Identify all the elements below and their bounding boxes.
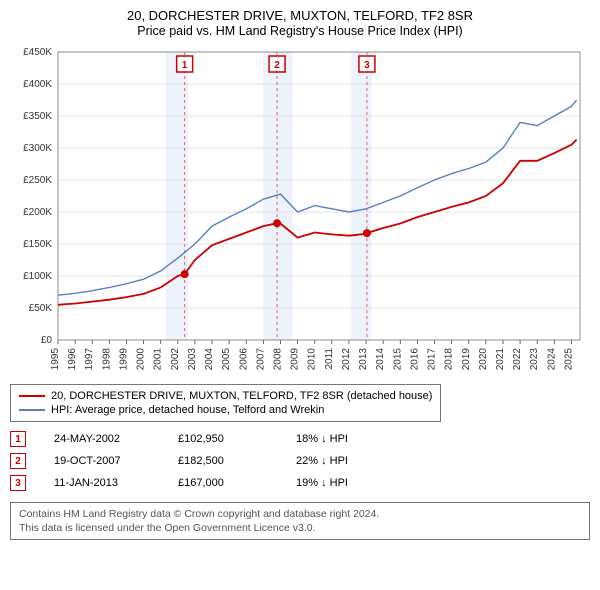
chart-title: 20, DORCHESTER DRIVE, MUXTON, TELFORD, T… bbox=[10, 8, 590, 23]
sale-markers-table: 1 24-MAY-2002 £102,950 18% ↓ HPI 2 19-OCT-200… bbox=[10, 428, 590, 494]
svg-text:2019: 2019 bbox=[461, 348, 472, 371]
sale-date: 19-OCT-2007 bbox=[54, 455, 150, 467]
svg-text:£100K: £100K bbox=[23, 271, 52, 282]
svg-text:2006: 2006 bbox=[238, 348, 249, 371]
svg-text:2014: 2014 bbox=[375, 348, 386, 371]
svg-text:1995: 1995 bbox=[50, 348, 61, 371]
svg-text:2005: 2005 bbox=[221, 348, 232, 371]
svg-text:2022: 2022 bbox=[512, 348, 523, 371]
svg-text:1: 1 bbox=[182, 60, 188, 71]
svg-text:2010: 2010 bbox=[307, 348, 318, 371]
svg-text:2004: 2004 bbox=[204, 348, 215, 371]
svg-text:2020: 2020 bbox=[478, 348, 489, 371]
footer-line-1: Contains HM Land Registry data © Crown c… bbox=[19, 507, 581, 521]
sale-marker-badge: 2 bbox=[10, 453, 26, 469]
legend-swatch bbox=[19, 409, 45, 411]
sale-marker-row: 2 19-OCT-2007 £182,500 22% ↓ HPI bbox=[10, 450, 590, 472]
sale-date: 24-MAY-2002 bbox=[54, 433, 150, 445]
legend-item-hpi: HPI: Average price, detached house, Telf… bbox=[19, 403, 432, 417]
chart-container: 20, DORCHESTER DRIVE, MUXTON, TELFORD, T… bbox=[0, 0, 600, 548]
svg-text:£350K: £350K bbox=[23, 111, 52, 122]
svg-text:2003: 2003 bbox=[187, 348, 198, 371]
svg-text:2012: 2012 bbox=[341, 348, 352, 371]
sale-price: £167,000 bbox=[178, 477, 268, 489]
legend: 20, DORCHESTER DRIVE, MUXTON, TELFORD, T… bbox=[10, 384, 441, 422]
sale-price: £182,500 bbox=[178, 455, 268, 467]
svg-text:2016: 2016 bbox=[409, 348, 420, 371]
svg-text:£250K: £250K bbox=[23, 175, 52, 186]
sale-hpi-delta: 19% ↓ HPI bbox=[296, 477, 386, 489]
svg-text:2018: 2018 bbox=[444, 348, 455, 371]
svg-text:3: 3 bbox=[364, 60, 370, 71]
svg-text:2017: 2017 bbox=[427, 348, 438, 371]
svg-text:1997: 1997 bbox=[84, 348, 95, 371]
svg-text:2025: 2025 bbox=[563, 348, 574, 371]
sale-date: 11-JAN-2013 bbox=[54, 477, 150, 489]
sale-marker-badge: 3 bbox=[10, 475, 26, 491]
svg-text:£150K: £150K bbox=[23, 239, 52, 250]
svg-text:2009: 2009 bbox=[290, 348, 301, 371]
sale-hpi-delta: 18% ↓ HPI bbox=[296, 433, 386, 445]
svg-text:£50K: £50K bbox=[29, 303, 53, 314]
svg-text:£400K: £400K bbox=[23, 79, 52, 90]
svg-text:2001: 2001 bbox=[153, 348, 164, 371]
svg-text:2021: 2021 bbox=[495, 348, 506, 371]
legend-swatch bbox=[19, 395, 45, 397]
svg-text:2013: 2013 bbox=[358, 348, 369, 371]
chart-plot: £0 £50K £100K £150K £200K £250K £300K £350K £400… bbox=[10, 46, 590, 376]
svg-text:£450K: £450K bbox=[23, 47, 52, 58]
svg-text:£0: £0 bbox=[41, 335, 53, 346]
svg-text:2011: 2011 bbox=[324, 348, 335, 370]
svg-text:1998: 1998 bbox=[101, 348, 112, 371]
sale-marker-row: 3 11-JAN-2013 £167,000 19% ↓ HPI bbox=[10, 472, 590, 494]
legend-item-property: 20, DORCHESTER DRIVE, MUXTON, TELFORD, T… bbox=[19, 389, 432, 403]
legend-label: 20, DORCHESTER DRIVE, MUXTON, TELFORD, T… bbox=[51, 390, 432, 402]
svg-text:2: 2 bbox=[274, 60, 280, 71]
svg-text:2000: 2000 bbox=[136, 348, 147, 371]
chart-subtitle: Price paid vs. HM Land Registry's House … bbox=[10, 24, 590, 38]
attribution-footer: Contains HM Land Registry data © Crown c… bbox=[10, 502, 590, 540]
svg-text:2023: 2023 bbox=[529, 348, 540, 371]
svg-text:1999: 1999 bbox=[118, 348, 129, 371]
sale-marker-row: 1 24-MAY-2002 £102,950 18% ↓ HPI bbox=[10, 428, 590, 450]
svg-text:2007: 2007 bbox=[255, 348, 266, 371]
sale-price: £102,950 bbox=[178, 433, 268, 445]
svg-text:2015: 2015 bbox=[392, 348, 403, 371]
sale-hpi-delta: 22% ↓ HPI bbox=[296, 455, 386, 467]
svg-text:2008: 2008 bbox=[272, 348, 283, 371]
svg-text:1996: 1996 bbox=[67, 348, 78, 371]
legend-label: HPI: Average price, detached house, Telf… bbox=[51, 404, 324, 416]
svg-text:2002: 2002 bbox=[170, 348, 181, 371]
line-chart-svg: £0 £50K £100K £150K £200K £250K £300K £350K £400… bbox=[10, 46, 590, 376]
svg-text:£300K: £300K bbox=[23, 143, 52, 154]
svg-text:£200K: £200K bbox=[23, 207, 52, 218]
footer-line-2: This data is licensed under the Open Gov… bbox=[19, 521, 581, 535]
svg-text:2024: 2024 bbox=[546, 348, 557, 371]
sale-marker-badge: 1 bbox=[10, 431, 26, 447]
